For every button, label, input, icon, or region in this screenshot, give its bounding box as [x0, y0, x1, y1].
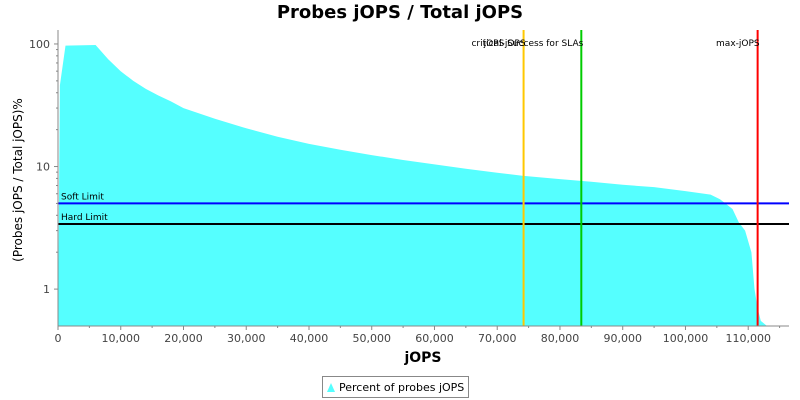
x-tick-label-7: 70,000	[478, 332, 517, 345]
hline-label-1: Hard Limit	[61, 213, 108, 223]
hline-label-0: Soft Limit	[61, 192, 104, 202]
legend: Percent of probes jOPS	[322, 376, 470, 398]
x-tick-label-6: 60,000	[415, 332, 454, 345]
x-axis-label: jOPS	[403, 350, 441, 366]
y-tick-label-2: 100	[29, 38, 50, 51]
legend-label: Percent of probes jOPS	[339, 380, 465, 394]
x-tick-label-3: 30,000	[227, 332, 266, 345]
vline-label-2: max-jOPS	[716, 39, 760, 49]
x-tick-label-8: 80,000	[541, 332, 580, 345]
y-axis-label: (Probes jOPS / Total jOPS)%	[11, 98, 25, 262]
x-tick-label-2: 20,000	[164, 332, 203, 345]
legend-marker-icon	[327, 382, 335, 392]
vline-label-1: jOPS Success for SLAs	[483, 39, 584, 49]
vline-label-0: critical-jOPS	[471, 39, 525, 49]
x-tick-label-4: 40,000	[290, 332, 329, 345]
y-tick-label-0: 1	[43, 283, 50, 296]
x-tick-label-9: 90,000	[603, 332, 642, 345]
x-tick-label-11: 110,000	[725, 332, 771, 345]
x-tick-label-0: 0	[55, 332, 62, 345]
x-tick-label-5: 50,000	[352, 332, 391, 345]
y-tick-label-1: 10	[36, 161, 50, 174]
series-area-0	[58, 45, 786, 326]
x-tick-label-10: 100,000	[663, 332, 709, 345]
x-tick-label-1: 10,000	[101, 332, 140, 345]
chart-title: Probes jOPS / Total jOPS	[276, 2, 524, 23]
